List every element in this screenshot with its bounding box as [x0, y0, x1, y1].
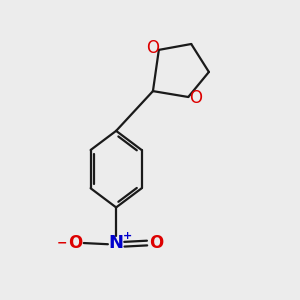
Text: −: −	[57, 236, 67, 249]
Text: N: N	[109, 234, 124, 252]
Text: O: O	[146, 38, 159, 56]
Text: O: O	[189, 89, 203, 107]
Text: O: O	[68, 234, 82, 252]
Text: O: O	[149, 234, 163, 252]
Text: +: +	[123, 231, 132, 241]
